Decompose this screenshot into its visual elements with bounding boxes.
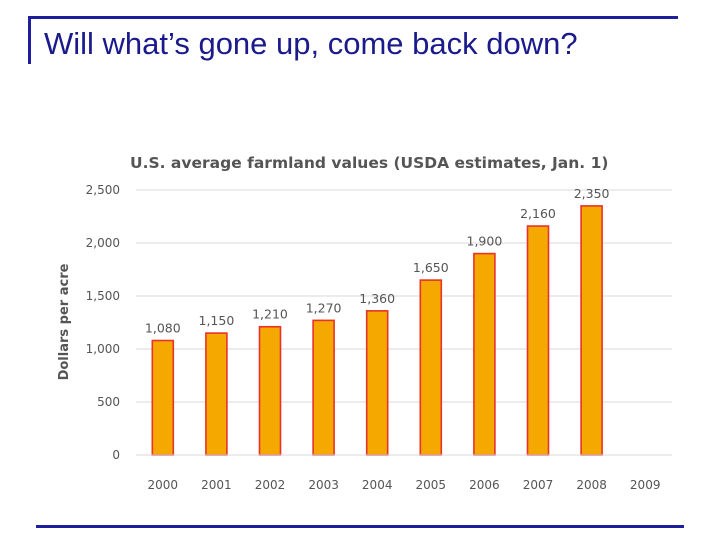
bar-2002 <box>258 325 282 456</box>
data-label-2004: 1,360 <box>359 291 395 306</box>
y-tick-label: 500 <box>97 395 120 409</box>
bar-2003 <box>312 319 335 456</box>
bar-2008 <box>580 205 603 456</box>
slide-title: Will what’s gone up, come back down? <box>44 26 578 61</box>
chart-title: U.S. average farmland values (USDA estim… <box>130 154 608 172</box>
data-label-2005: 1,650 <box>413 260 449 275</box>
y-axis-ticks: 0 500 1,000 1,500 2,000 2,500 <box>86 183 120 462</box>
data-label-2001: 1,150 <box>199 313 235 328</box>
x-tick-label-2000: 2000 <box>148 478 179 492</box>
bar-2001 <box>205 332 228 456</box>
title-left-rule <box>28 16 31 64</box>
bar-2000 <box>151 339 175 456</box>
y-tick-label: 2,000 <box>86 236 120 250</box>
y-tick-label: 0 <box>112 448 120 462</box>
data-label-2003: 1,270 <box>306 300 342 315</box>
y-tick-label: 2,500 <box>86 183 120 197</box>
bar-2004 <box>365 310 389 456</box>
x-tick-label-2005: 2005 <box>416 478 447 492</box>
x-tick-label-2008: 2008 <box>576 478 607 492</box>
bar-2007 <box>526 225 550 456</box>
x-tick-label-2003: 2003 <box>308 478 339 492</box>
x-tick-label-2009: 2009 <box>630 478 661 492</box>
y-tick-label: 1,000 <box>86 342 120 356</box>
x-tick-label-2007: 2007 <box>523 478 554 492</box>
x-axis-ticks: 2000 2001 2002 2003 2004 2005 2006 2007 2008 2009 <box>148 478 661 492</box>
data-label-2008: 2,350 <box>574 186 610 201</box>
y-axis-title: Dollars per acre <box>57 263 72 380</box>
bottom-rule <box>36 525 684 528</box>
data-labels: 1,080 1,150 1,210 1,270 1,360 1,650 1,900 2,160… <box>145 186 610 336</box>
x-tick-label-2004: 2004 <box>362 478 393 492</box>
x-tick-label-2001: 2001 <box>201 478 232 492</box>
title-top-rule <box>28 16 678 19</box>
bar-2005 <box>419 279 443 456</box>
data-label-2006: 1,900 <box>467 234 503 249</box>
data-label-2007: 2,160 <box>520 206 556 221</box>
y-tick-label: 1,500 <box>86 289 120 303</box>
data-label-2002: 1,210 <box>252 307 288 322</box>
x-tick-label-2002: 2002 <box>255 478 286 492</box>
bar-2006 <box>473 252 496 456</box>
data-label-2000: 1,080 <box>145 321 181 336</box>
x-tick-label-2006: 2006 <box>469 478 500 492</box>
